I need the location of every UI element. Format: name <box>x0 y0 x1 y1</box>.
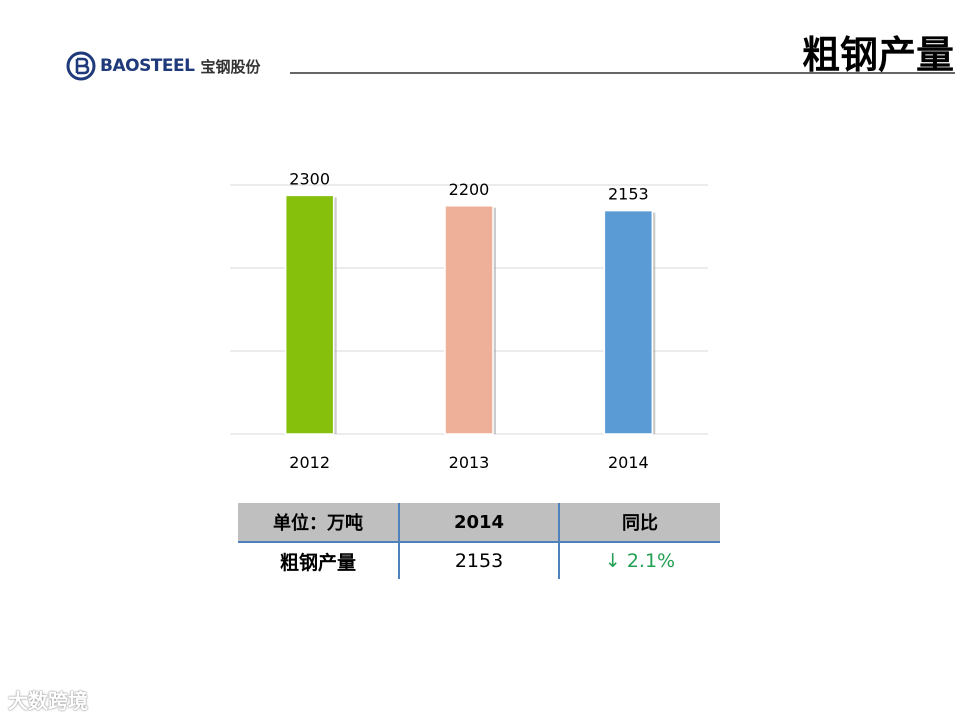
header-yoy: 同比 <box>559 503 720 543</box>
bar-2012 <box>284 194 335 435</box>
baosteel-logo-icon <box>66 51 96 81</box>
row-value: 2153 <box>399 542 560 579</box>
data-label-2013: 2200 <box>449 180 490 199</box>
data-label-2014: 2153 <box>608 185 649 204</box>
data-label-2012: 2300 <box>289 169 330 188</box>
logo-text-cn: 宝钢股份 <box>200 57 261 76</box>
table-header-row: 单位：万吨 2014 同比 <box>238 503 720 543</box>
summary-table: 单位：万吨 2014 同比 粗钢产量 2153 ↓ 2.1% <box>238 503 720 579</box>
x-tick-2013: 2013 <box>449 453 490 472</box>
row-change: ↓ 2.1% <box>559 542 720 579</box>
logo: BAOSTEEL 宝钢股份 <box>66 50 260 82</box>
x-tick-2014: 2014 <box>608 453 649 472</box>
row-label: 粗钢产量 <box>238 542 400 579</box>
logo-text-en: BAOSTEEL <box>100 56 195 76</box>
header-year: 2014 <box>399 503 560 543</box>
x-tick-2012: 2012 <box>289 453 330 472</box>
header-divider <box>290 72 955 74</box>
watermark: 大数跨境 <box>8 689 88 713</box>
header-unit: 单位：万吨 <box>238 503 400 543</box>
page-title: 粗钢产量 <box>801 33 954 77</box>
bar-2014 <box>603 209 654 435</box>
table-row: 粗钢产量 2153 ↓ 2.1% <box>238 542 720 579</box>
bar-2013 <box>444 205 494 435</box>
